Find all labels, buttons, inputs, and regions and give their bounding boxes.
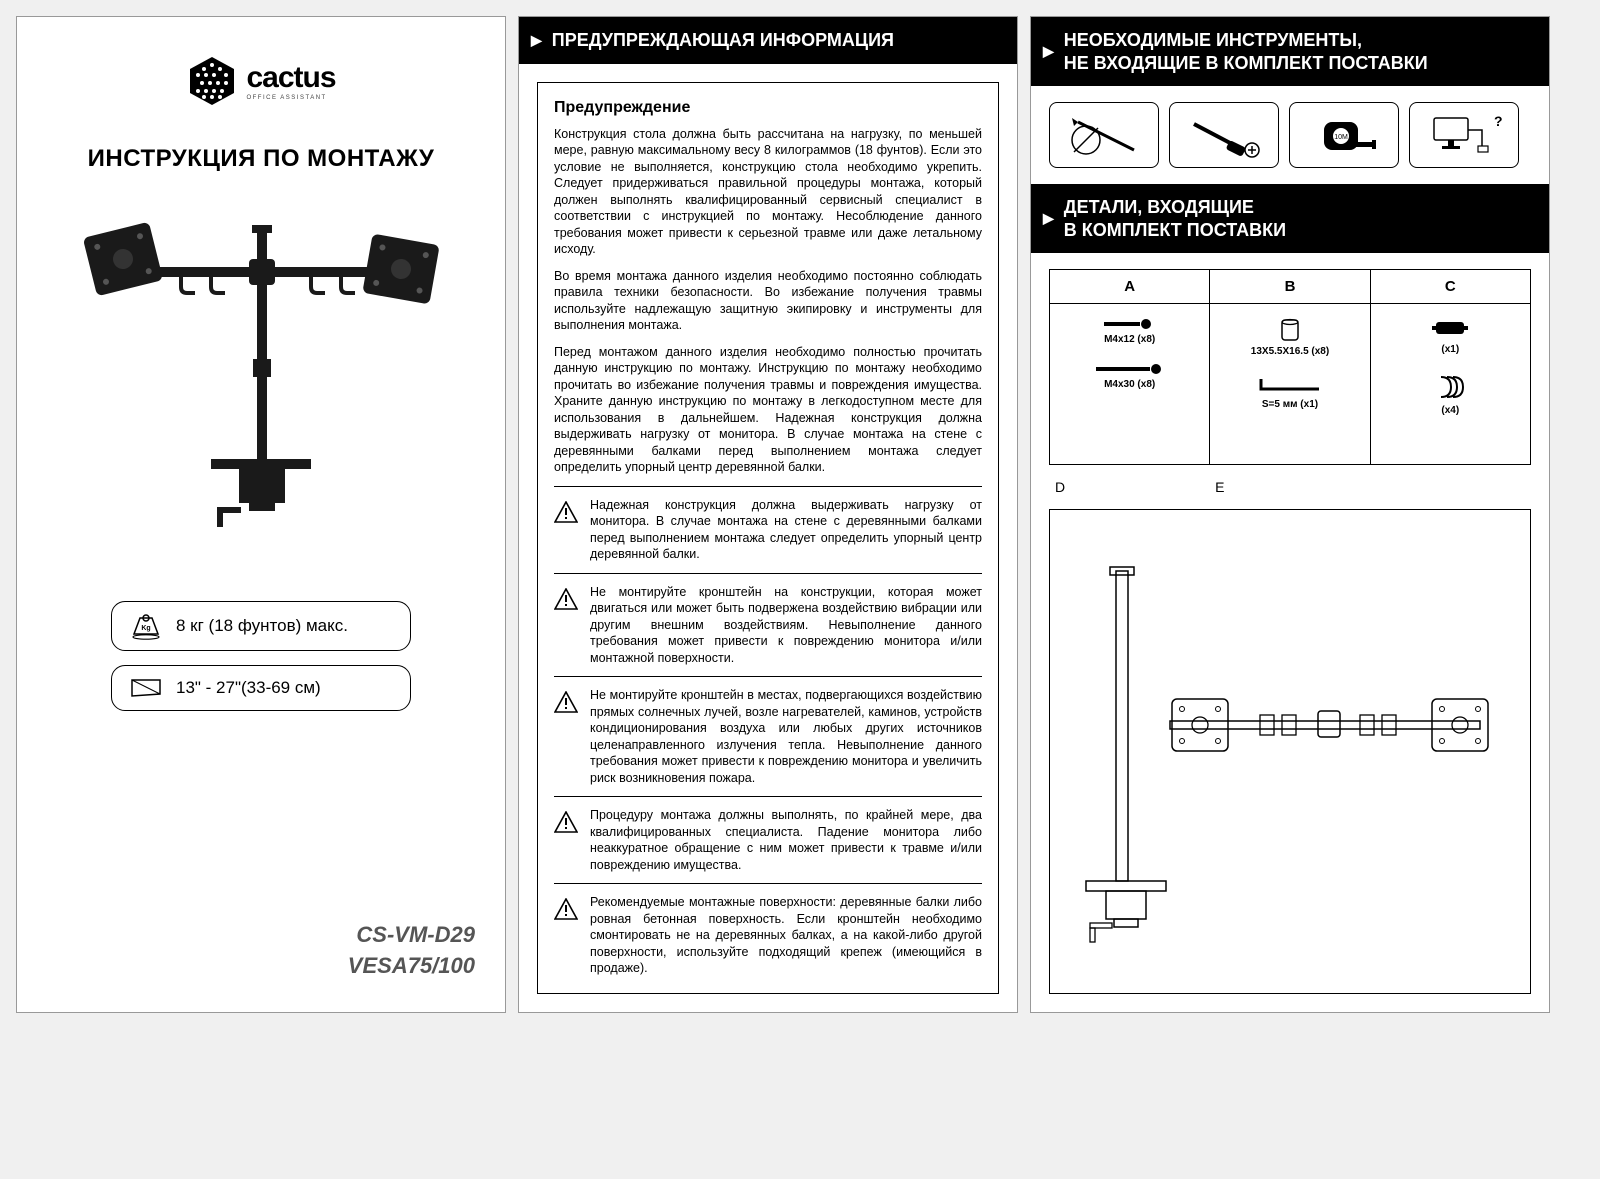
warn-para-1: Во время монтажа данного изделия необход… [554, 268, 982, 334]
panel-cover: cactus OFFICE ASSISTANT ИНСТРУКЦИЯ ПО МО… [16, 16, 506, 1013]
svg-text:Kg: Kg [141, 625, 150, 632]
model-block: CS-VM-D29 VESA75/100 [47, 920, 475, 982]
tool-monitor: ? [1409, 102, 1519, 168]
caution-icon [554, 501, 578, 523]
part-label: S=5 мм (x1) [1262, 399, 1318, 410]
warnings-header: ▶ ПРЕДУПРЕЖДАЮЩАЯ ИНФОРМАЦИЯ [519, 17, 1017, 64]
tools-row: 10M ? [1049, 102, 1531, 168]
spec-weight-text: 8 кг (18 фунтов) макс. [176, 616, 348, 636]
weight-icon: Kg [130, 612, 162, 640]
part-screw-short: M4x12 (x8) [1100, 318, 1160, 345]
product-illustration [47, 201, 475, 561]
warn-item: Не монтируйте кронштейн в местах, подвер… [554, 677, 982, 797]
parts-col-B-body: 13X5.5X16.5 (x8) S=5 мм (x1) [1210, 304, 1370, 464]
parts-header: ▶ ДЕТАЛИ, ВХОДЯЩИЕ В КОМПЛЕКТ ПОСТАВКИ [1031, 184, 1549, 253]
spec-list: Kg 8 кг (18 фунтов) макс. 13" - 27"(33-6… [111, 601, 411, 725]
tools-header-text: НЕОБХОДИМЫЕ ИНСТРУМЕНТЫ, НЕ ВХОДЯЩИЕ В К… [1064, 29, 1428, 74]
parts-header-row: A B C [1050, 270, 1530, 304]
brand-logo: cactus OFFICE ASSISTANT [186, 55, 335, 107]
triangle-icon: ▶ [1043, 210, 1054, 228]
de-labels: D E [1055, 479, 1525, 495]
spec-size: 13" - 27"(33-69 см) [111, 665, 411, 711]
tool-pencil [1049, 102, 1159, 168]
panel-warnings: ▶ ПРЕДУПРЕЖДАЮЩАЯ ИНФОРМАЦИЯ Предупрежде… [518, 16, 1018, 1013]
warn-text: Не монтируйте кронштейн на конструкции, … [590, 584, 982, 667]
label-D: D [1055, 479, 1065, 495]
warn-para-2: Перед монтажом данного изделия необходим… [554, 344, 982, 476]
caution-icon [554, 811, 578, 833]
parts-col-C: C [1371, 270, 1530, 304]
part-label: M4x12 (x8) [1104, 334, 1155, 345]
part-label: (x4) [1441, 405, 1459, 416]
part-label: 13X5.5X16.5 (x8) [1251, 346, 1329, 357]
parts-col-A-body: M4x12 (x8) M4x30 (x8) [1050, 304, 1210, 464]
warnings-subhead: Предупреждение [554, 97, 982, 118]
triangle-icon: ▶ [531, 32, 542, 50]
parts-col-B: B [1210, 270, 1370, 304]
tools-header: ▶ НЕОБХОДИМЫЕ ИНСТРУМЕНТЫ, НЕ ВХОДЯЩИЕ В… [1031, 17, 1549, 86]
model-line2: VESA75/100 [47, 951, 475, 982]
svg-text:10M: 10M [1334, 134, 1348, 141]
warnings-list: Надежная конструкция должна выдерживать … [554, 486, 982, 977]
parts-table: A B C M4x12 (x8) M4x30 (x8) [1049, 269, 1531, 465]
brand-tagline: OFFICE ASSISTANT [246, 95, 335, 101]
caution-icon [554, 691, 578, 713]
svg-text:?: ? [1494, 113, 1503, 129]
cover-title: ИНСТРУКЦИЯ ПО МОНТАЖУ [47, 145, 475, 173]
model-line1: CS-VM-D29 [47, 920, 475, 951]
logo-hexicon [186, 55, 238, 107]
tool-tape: 10M [1289, 102, 1399, 168]
part-clamp: (x1) [1430, 318, 1470, 355]
warnings-header-text: ПРЕДУПРЕЖДАЮЩАЯ ИНФОРМАЦИЯ [552, 29, 894, 52]
warn-item: Рекомендуемые монтажные поверхности: дер… [554, 884, 982, 977]
monitor-icon [130, 676, 162, 700]
warn-text: Процедуру монтажа должны выполнять, по к… [590, 807, 982, 873]
triangle-icon: ▶ [1043, 43, 1054, 61]
part-label: M4x30 (x8) [1104, 379, 1155, 390]
tool-screwdriver [1169, 102, 1279, 168]
spec-weight: Kg 8 кг (18 фунтов) макс. [111, 601, 411, 651]
warn-text: Не монтируйте кронштейн в местах, подвер… [590, 687, 982, 786]
part-allen: S=5 мм (x1) [1255, 375, 1325, 410]
assembly-diagram [1049, 509, 1531, 994]
warn-text: Рекомендуемые монтажные поверхности: дер… [590, 894, 982, 977]
caution-icon [554, 898, 578, 920]
warn-text: Надежная конструкция должна выдерживать … [590, 497, 982, 563]
parts-col-C-body: (x1) (x4) [1371, 304, 1530, 464]
warn-item: Надежная конструкция должна выдерживать … [554, 487, 982, 574]
part-spacer: 13X5.5X16.5 (x8) [1251, 318, 1329, 357]
parts-box: A B C M4x12 (x8) M4x30 (x8) [1049, 269, 1531, 499]
part-label: (x1) [1441, 344, 1459, 355]
warnings-box: Предупреждение Конструкция стола должна … [537, 82, 999, 994]
label-E: E [1215, 479, 1224, 495]
parts-body: M4x12 (x8) M4x30 (x8) 13X5.5X16.5 (x8) S… [1050, 304, 1530, 464]
parts-header-text: ДЕТАЛИ, ВХОДЯЩИЕ В КОМПЛЕКТ ПОСТАВКИ [1064, 196, 1286, 241]
part-screw-long: M4x30 (x8) [1094, 363, 1166, 390]
spec-size-text: 13" - 27"(33-69 см) [176, 678, 321, 698]
panel-parts: ▶ НЕОБХОДИМЫЕ ИНСТРУМЕНТЫ, НЕ ВХОДЯЩИЕ В… [1030, 16, 1550, 1013]
parts-col-A: A [1050, 270, 1210, 304]
part-cableclip: (x4) [1435, 373, 1465, 416]
warn-item: Не монтируйте кронштейн на конструкции, … [554, 574, 982, 678]
caution-icon [554, 588, 578, 610]
brand-name: cactus [246, 61, 335, 95]
warn-para-0: Конструкция стола должна быть рассчитана… [554, 126, 982, 258]
warn-item: Процедуру монтажа должны выполнять, по к… [554, 797, 982, 884]
